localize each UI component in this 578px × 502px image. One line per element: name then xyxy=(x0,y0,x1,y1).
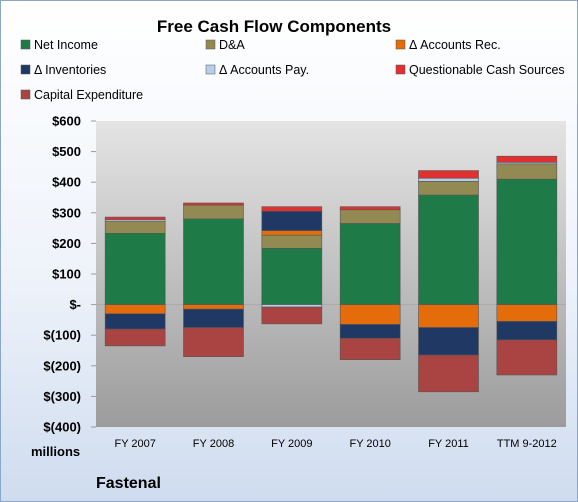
bar-segment xyxy=(261,306,323,325)
legend-label-2: Δ Accounts Rec. xyxy=(409,38,501,52)
y-tick-label: $300 xyxy=(52,205,81,220)
legend-label-1: D&A xyxy=(219,38,245,52)
bar-segment xyxy=(418,194,479,305)
plot-area xyxy=(96,121,566,427)
bar-segment xyxy=(261,230,323,236)
bar-segment xyxy=(104,233,166,305)
bar-segment xyxy=(496,339,558,376)
bar-segment xyxy=(339,337,401,360)
bar-segment xyxy=(496,304,558,322)
legend-label-0: Net Income xyxy=(34,38,98,52)
bar-segment xyxy=(418,354,479,393)
bar-segment xyxy=(339,324,401,339)
bar-segment xyxy=(418,177,479,182)
y-tick-label: $- xyxy=(69,297,81,312)
bar-segment xyxy=(104,216,166,220)
bar-segment xyxy=(183,202,244,206)
bar-segment xyxy=(261,206,323,212)
legend-label-4: Δ Accounts Pay. xyxy=(219,63,309,77)
bar-segment xyxy=(261,210,323,231)
bar-segment xyxy=(261,234,323,249)
company-label: Fastenal xyxy=(96,475,161,492)
bar-segment xyxy=(496,178,558,305)
legend-swatch-1 xyxy=(205,39,216,50)
legend-label-3: Δ Inventories xyxy=(34,63,106,77)
bar-segment xyxy=(183,218,244,305)
x-axis: FY 2007 FY 2008 FY 2009 FY 2010 FY 2011 TTM 9… xyxy=(114,438,556,450)
bar-segment xyxy=(339,209,401,224)
y-tick-label: $(400) xyxy=(43,420,81,435)
y-axis: $600 $500 $400 $300 $200 $100 $- $(100) $(200) $(… xyxy=(43,114,96,435)
bar-segment xyxy=(183,304,244,310)
bars xyxy=(104,155,558,393)
bar-segment xyxy=(496,155,558,163)
y-tick-label: $(100) xyxy=(43,328,81,343)
bar-segment xyxy=(104,313,166,330)
bar-segment xyxy=(496,163,558,180)
bar-segment xyxy=(496,321,558,341)
legend-swatch-2 xyxy=(395,39,406,50)
y-tick-label: $600 xyxy=(52,114,81,129)
y-tick-label: $400 xyxy=(52,175,81,190)
bar-segment xyxy=(183,308,244,328)
legend: Net Income D&A Δ Accounts Rec. Δ Inventorie… xyxy=(20,38,565,102)
bar-segment xyxy=(418,170,479,179)
x-tick-label: FY 2007 xyxy=(114,438,155,450)
y-axis-label: millions xyxy=(31,444,80,459)
bar-segment xyxy=(183,327,244,357)
bar-segment xyxy=(183,204,244,220)
legend-label-6: Capital Expenditure xyxy=(34,88,143,102)
bar-segment xyxy=(104,220,166,234)
x-tick-label: TTM 9-2012 xyxy=(497,438,557,450)
chart-title: Free Cash Flow Components xyxy=(157,17,391,36)
y-tick-label: $100 xyxy=(52,267,81,282)
y-tick-label: $500 xyxy=(52,144,81,159)
x-tick-label: FY 2009 xyxy=(271,438,312,450)
legend-swatch-0 xyxy=(20,39,31,50)
bar-segment xyxy=(104,304,166,315)
bar-segment xyxy=(339,206,401,211)
legend-swatch-4 xyxy=(205,64,216,75)
bar-segment xyxy=(261,304,323,308)
y-tick-label: $(200) xyxy=(43,358,81,373)
x-tick-label: FY 2011 xyxy=(428,438,469,450)
legend-swatch-6 xyxy=(20,89,31,100)
bar-segment xyxy=(104,328,166,347)
bar-segment xyxy=(418,327,479,356)
x-tick-label: FY 2010 xyxy=(349,438,390,450)
x-tick-label: FY 2008 xyxy=(193,438,234,450)
bar-segment xyxy=(339,304,401,325)
legend-swatch-5 xyxy=(395,64,406,75)
y-tick-label: $200 xyxy=(52,236,81,251)
bar-segment xyxy=(418,304,479,328)
bar-segment xyxy=(339,223,401,305)
legend-label-5: Questionable Cash Sources xyxy=(409,63,565,77)
legend-swatch-3 xyxy=(20,64,31,75)
y-tick-label: $(300) xyxy=(43,389,81,404)
bar-segment xyxy=(261,247,323,305)
bar-segment xyxy=(418,180,479,196)
